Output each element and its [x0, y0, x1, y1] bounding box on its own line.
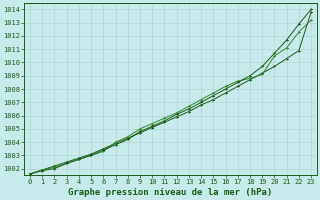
X-axis label: Graphe pression niveau de la mer (hPa): Graphe pression niveau de la mer (hPa): [68, 188, 273, 197]
